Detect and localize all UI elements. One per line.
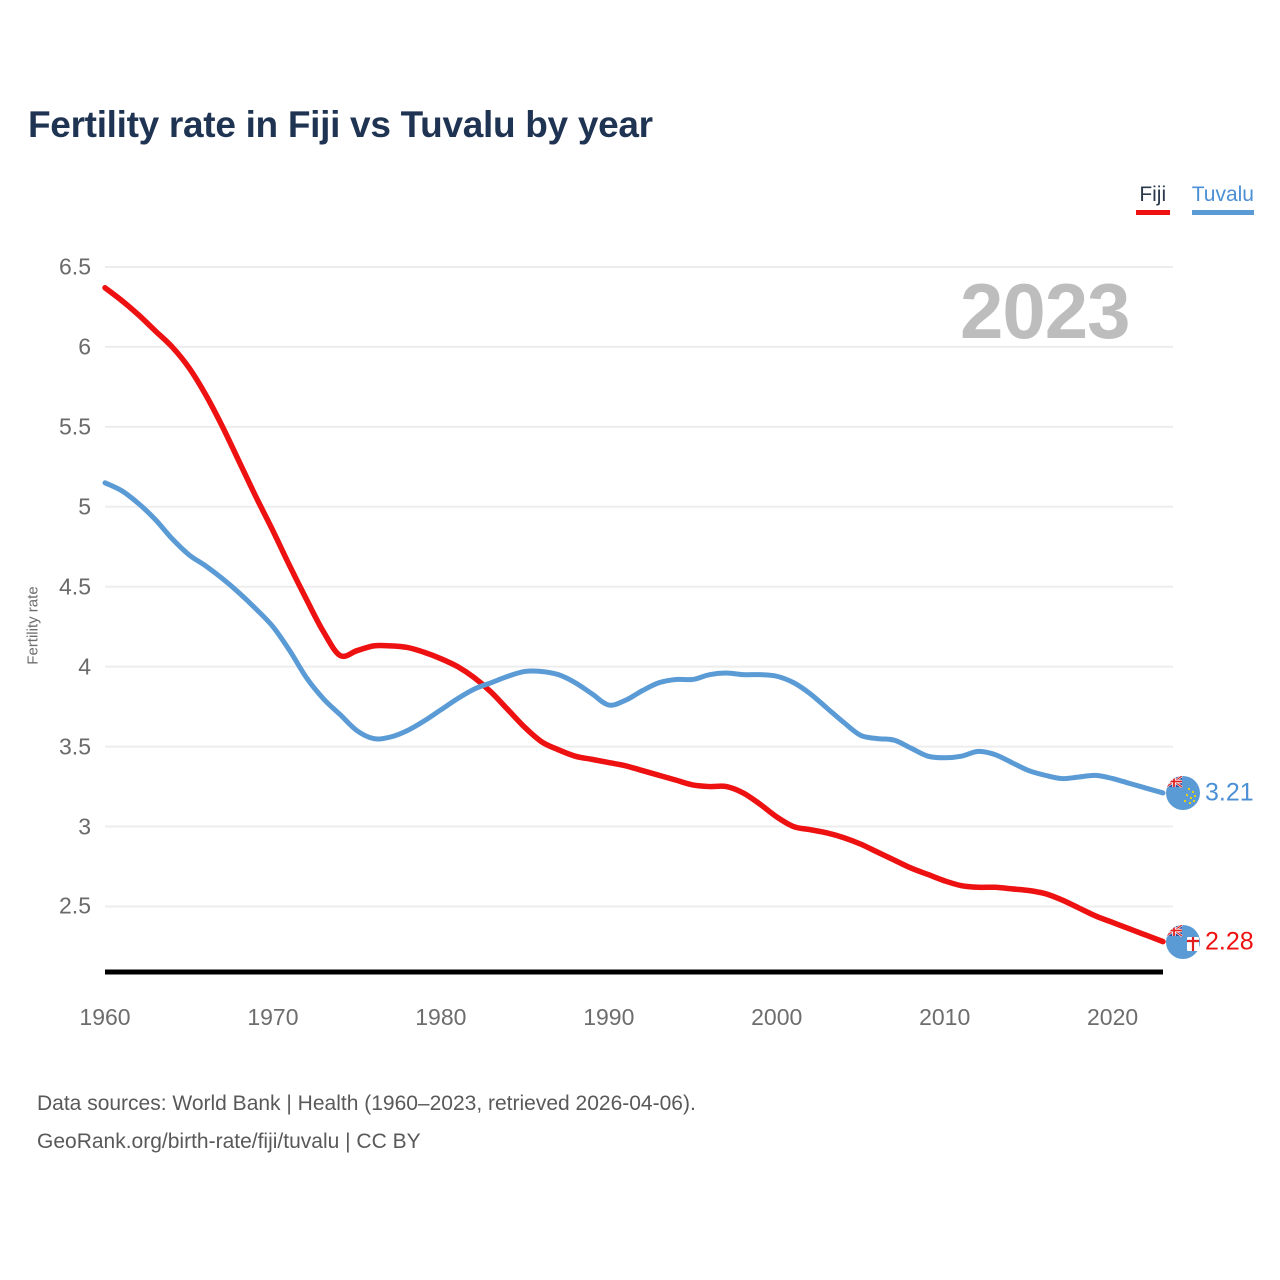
legend-item-tuvalu[interactable]: Tuvalu [1191, 183, 1254, 215]
gridlines [105, 266, 1173, 908]
x-tick-label: 2020 [1087, 1004, 1139, 1030]
series-lines [102, 285, 1166, 945]
legend-swatch-fiji [1135, 210, 1170, 215]
y-tick-label: 4 [78, 653, 91, 680]
tuvalu-end-value-label: 3.21 [1205, 778, 1254, 807]
fiji-end-value-label: 2.28 [1205, 927, 1254, 956]
fiji-flag-marker[interactable] [1166, 924, 1200, 959]
y-tick-label: 5 [78, 493, 91, 520]
y-tick-label: 5.5 [59, 413, 91, 440]
x-tick-label: 2010 [919, 1004, 971, 1030]
y-tick-label: 6.5 [59, 253, 91, 280]
x-tick-label: 1990 [583, 1004, 635, 1030]
y-tick-label: 3 [78, 813, 91, 840]
year-watermark: 2023 [960, 267, 1131, 355]
chart-legend: Fiji Tuvalu [1135, 183, 1254, 215]
x-tick-label: 1960 [79, 1004, 131, 1030]
y-tick-label: 4.5 [59, 573, 91, 600]
legend-label-tuvalu: Tuvalu [1191, 183, 1254, 206]
y-tick-label: 3.5 [59, 733, 91, 760]
page-title: Fertility rate in Fiji vs Tuvalu by year [28, 104, 653, 145]
y-tick-label: 2.5 [59, 892, 91, 919]
legend-item-fiji[interactable]: Fiji [1135, 183, 1170, 215]
legend-label-fiji: Fiji [1139, 183, 1167, 206]
series-line-fiji [102, 285, 1166, 945]
x-tick-label: 2000 [751, 1004, 803, 1030]
x-tick-label: 1980 [415, 1004, 467, 1030]
footer: Data sources: World Bank | Health (1960–… [37, 1085, 696, 1161]
series-line-tuvalu [102, 480, 1166, 796]
tuvalu-flag-marker[interactable] [1166, 775, 1200, 810]
footer-data-sources: Data sources: World Bank | Health (1960–… [37, 1092, 696, 1115]
y-tick-label: 6 [78, 333, 91, 360]
footer-attribution: GeoRank.org/birth-rate/fiji/tuvalu | CC … [37, 1130, 421, 1153]
legend-swatch-tuvalu [1191, 210, 1254, 215]
x-tick-label: 1970 [247, 1004, 299, 1030]
